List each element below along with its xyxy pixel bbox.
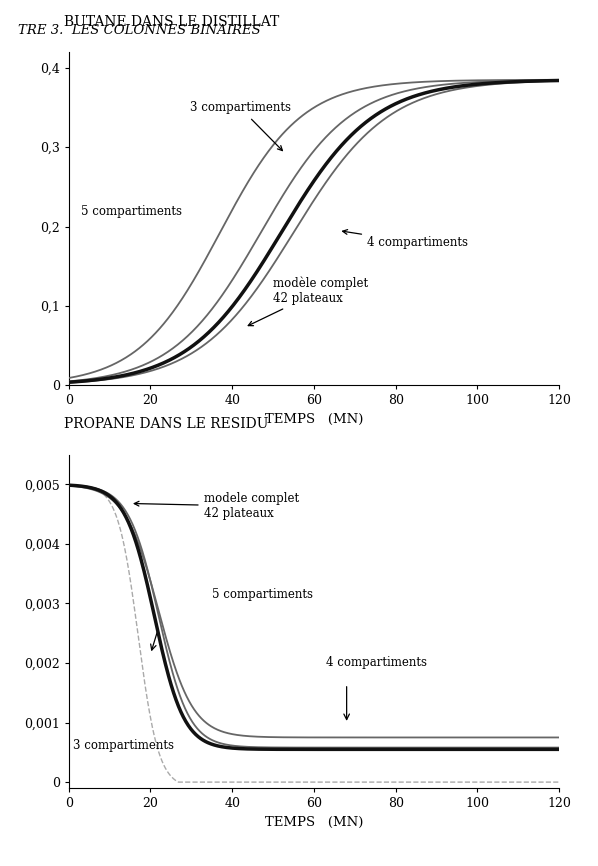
Text: 3 compartiments: 3 compartiments [190,101,291,151]
Text: BUTANE DANS LE DISTILLAT: BUTANE DANS LE DISTILLAT [64,15,279,29]
Text: 5 compartiments: 5 compartiments [212,587,313,600]
X-axis label: TEMPS   (MN): TEMPS (MN) [265,816,363,829]
Text: modèle complet
42 plateaux: modèle complet 42 plateaux [248,276,368,326]
Text: TRE 3.  LES COLONNES BINAIRES: TRE 3. LES COLONNES BINAIRES [18,24,261,37]
Text: 4 compartiments: 4 compartiments [326,656,427,669]
Text: 5 compartiments: 5 compartiments [81,204,182,217]
Text: 4 compartiments: 4 compartiments [343,229,468,249]
Text: PROPANE DANS LE RESIDU: PROPANE DANS LE RESIDU [64,417,269,431]
Text: modele complet
42 plateaux: modele complet 42 plateaux [134,492,299,520]
X-axis label: TEMPS   (MN): TEMPS (MN) [265,413,363,426]
Text: 3 compartiments: 3 compartiments [73,740,174,753]
